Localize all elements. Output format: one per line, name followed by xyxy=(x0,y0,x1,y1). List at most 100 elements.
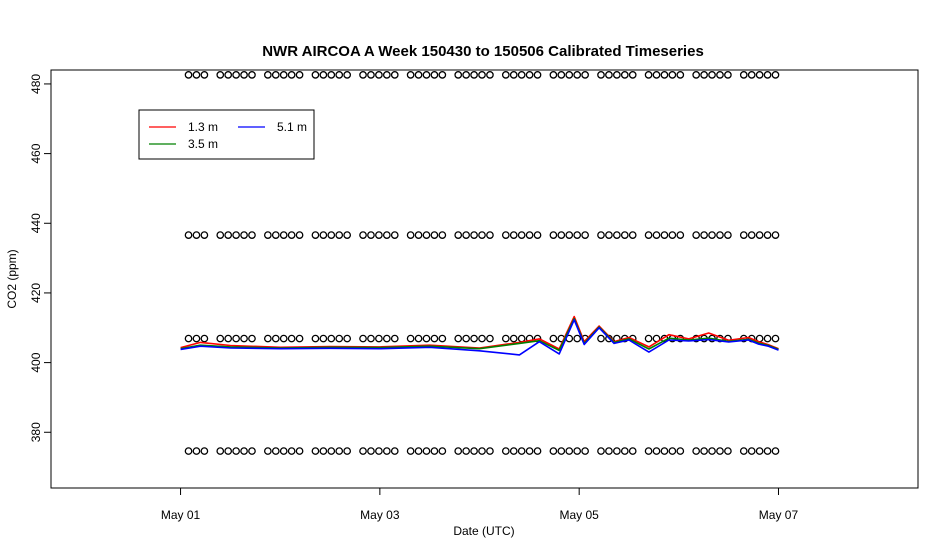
calibration-point xyxy=(271,447,280,455)
calibration-point xyxy=(232,231,240,239)
calibration-point xyxy=(454,231,463,239)
legend-box xyxy=(138,109,315,160)
calibration-point xyxy=(509,334,518,343)
calibration-point xyxy=(724,71,732,79)
calibration-point xyxy=(287,71,296,79)
calibration-point xyxy=(692,71,701,79)
calibration-point xyxy=(557,447,566,455)
calibration-point xyxy=(605,71,613,79)
calibration-point xyxy=(668,231,677,239)
calibration-point xyxy=(708,231,716,239)
series-line-5-1-m xyxy=(180,318,779,356)
calibration-point xyxy=(406,334,415,343)
calibration-point xyxy=(248,71,256,79)
calibration-point xyxy=(343,71,352,79)
calibration-point xyxy=(192,231,201,239)
calibration-point xyxy=(620,231,629,239)
calibration-point xyxy=(668,447,677,455)
calibration-point xyxy=(422,231,431,239)
calibration-point xyxy=(533,71,542,79)
calibration-point xyxy=(263,231,272,239)
calibration-point xyxy=(755,447,764,455)
calibration-point xyxy=(581,71,589,79)
calibration-point xyxy=(200,231,209,239)
calibration-point xyxy=(676,71,685,79)
calibration-point xyxy=(763,71,772,79)
calibration-point xyxy=(620,71,629,79)
calibration-point xyxy=(287,334,296,343)
calibration-point xyxy=(319,447,328,455)
calibration-point xyxy=(597,71,605,79)
calibration-point xyxy=(747,447,756,455)
calibration-point xyxy=(406,447,415,455)
calibration-point xyxy=(454,71,463,79)
calibration-markers xyxy=(184,71,780,455)
calibration-point xyxy=(382,447,391,455)
calibration-point xyxy=(557,71,566,79)
calibration-point xyxy=(652,71,661,79)
calibration-point xyxy=(192,334,201,343)
calibration-point xyxy=(573,231,582,239)
legend-label: 5.1 m xyxy=(277,120,307,134)
calibration-point xyxy=(216,334,225,343)
calibration-point xyxy=(430,447,439,455)
calibration-point xyxy=(565,231,574,239)
y-tick-label: 420 xyxy=(29,283,43,303)
calibration-point xyxy=(581,447,589,455)
calibration-point xyxy=(375,447,383,455)
series-line-3-5-m xyxy=(180,317,779,352)
calibration-point xyxy=(438,231,447,239)
calibration-point xyxy=(676,447,685,455)
calibration-point xyxy=(478,71,486,79)
calibration-point xyxy=(486,447,494,455)
calibration-point xyxy=(724,231,732,239)
calibration-point xyxy=(382,334,391,343)
calibration-point xyxy=(763,231,772,239)
y-tick-label: 460 xyxy=(29,143,43,163)
calibration-point xyxy=(700,231,708,239)
calibration-point xyxy=(287,231,296,239)
calibration-point xyxy=(216,71,225,79)
calibration-point xyxy=(644,447,653,455)
x-tick-label: May 01 xyxy=(161,508,201,522)
calibration-point xyxy=(414,334,423,343)
calibration-point xyxy=(430,71,439,79)
calibration-point xyxy=(486,71,494,79)
calibration-point xyxy=(414,71,423,79)
calibration-point xyxy=(216,447,225,455)
calibration-point xyxy=(279,71,288,79)
calibration-point xyxy=(422,71,431,79)
calibration-point xyxy=(565,71,574,79)
calibration-point xyxy=(557,231,566,239)
calibration-point xyxy=(184,447,193,455)
calibration-point xyxy=(327,334,336,343)
calibration-point xyxy=(192,71,201,79)
calibration-point xyxy=(184,71,193,79)
calibration-point xyxy=(771,231,780,239)
calibration-point xyxy=(613,447,621,455)
calibration-point xyxy=(739,447,748,455)
calibration-point xyxy=(335,334,344,343)
calibration-point xyxy=(771,334,780,343)
calibration-point xyxy=(501,71,510,79)
calibration-point xyxy=(406,71,415,79)
calibration-point xyxy=(295,447,304,455)
legend-label: 1.3 m xyxy=(188,120,218,134)
calibration-point xyxy=(390,71,399,79)
calibration-point xyxy=(549,71,558,79)
calibration-point xyxy=(375,71,383,79)
y-tick-label: 440 xyxy=(29,213,43,233)
calibration-point xyxy=(200,334,209,343)
legend: 1.3 m 3.5 m 5.1 m xyxy=(138,109,315,160)
y-axis: 380 400 420 440 460 480 xyxy=(29,74,52,442)
calibration-point xyxy=(335,447,344,455)
calibration-point xyxy=(327,231,336,239)
calibration-point xyxy=(438,71,447,79)
y-tick-label: 400 xyxy=(29,352,43,372)
calibration-point xyxy=(430,231,439,239)
calibration-point xyxy=(343,231,352,239)
calibration-point xyxy=(605,231,613,239)
calibration-point xyxy=(652,447,661,455)
calibration-point xyxy=(311,71,320,79)
